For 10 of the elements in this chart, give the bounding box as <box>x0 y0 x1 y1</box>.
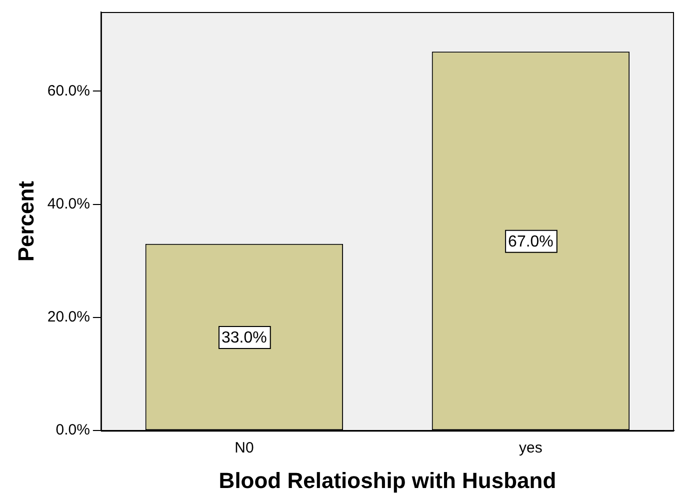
x-axis-title: Blood Relatioship with Husband <box>218 468 556 493</box>
x-tick-label: yes <box>519 440 542 457</box>
y-tick-label: 60.0% <box>47 82 90 100</box>
y-tick-label: 40.0% <box>47 195 90 212</box>
x-tick-label: N0 <box>234 440 254 457</box>
y-axis-title: Percent <box>13 180 38 262</box>
y-tick-label: 0.0% <box>56 422 90 439</box>
data-label: 33.0% <box>222 329 267 346</box>
y-tick-label: 20.0% <box>47 308 90 326</box>
data-label: 67.0% <box>508 233 554 250</box>
